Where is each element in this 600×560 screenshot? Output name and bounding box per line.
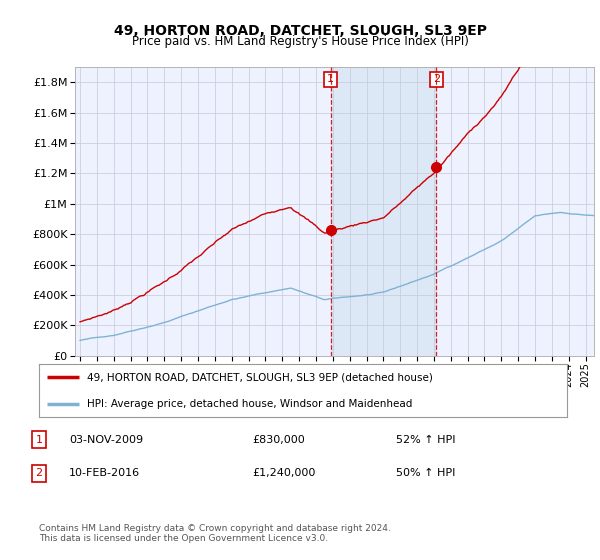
Bar bbox=[331, 67, 436, 356]
Text: 1: 1 bbox=[35, 435, 43, 445]
Text: 52% ↑ HPI: 52% ↑ HPI bbox=[396, 435, 455, 445]
Text: £1,240,000: £1,240,000 bbox=[252, 468, 316, 478]
Text: 1: 1 bbox=[327, 74, 334, 85]
Text: Price paid vs. HM Land Registry's House Price Index (HPI): Price paid vs. HM Land Registry's House … bbox=[131, 35, 469, 49]
Text: 2: 2 bbox=[433, 74, 440, 85]
Text: 49, HORTON ROAD, DATCHET, SLOUGH, SL3 9EP (detached house): 49, HORTON ROAD, DATCHET, SLOUGH, SL3 9E… bbox=[86, 372, 433, 382]
Text: 10-FEB-2016: 10-FEB-2016 bbox=[69, 468, 140, 478]
Text: HPI: Average price, detached house, Windsor and Maidenhead: HPI: Average price, detached house, Wind… bbox=[86, 399, 412, 409]
Text: Contains HM Land Registry data © Crown copyright and database right 2024.
This d: Contains HM Land Registry data © Crown c… bbox=[39, 524, 391, 543]
Text: 49, HORTON ROAD, DATCHET, SLOUGH, SL3 9EP: 49, HORTON ROAD, DATCHET, SLOUGH, SL3 9E… bbox=[113, 24, 487, 38]
Text: 50% ↑ HPI: 50% ↑ HPI bbox=[396, 468, 455, 478]
Text: 03-NOV-2009: 03-NOV-2009 bbox=[69, 435, 143, 445]
Text: £830,000: £830,000 bbox=[252, 435, 305, 445]
Text: 2: 2 bbox=[35, 468, 43, 478]
